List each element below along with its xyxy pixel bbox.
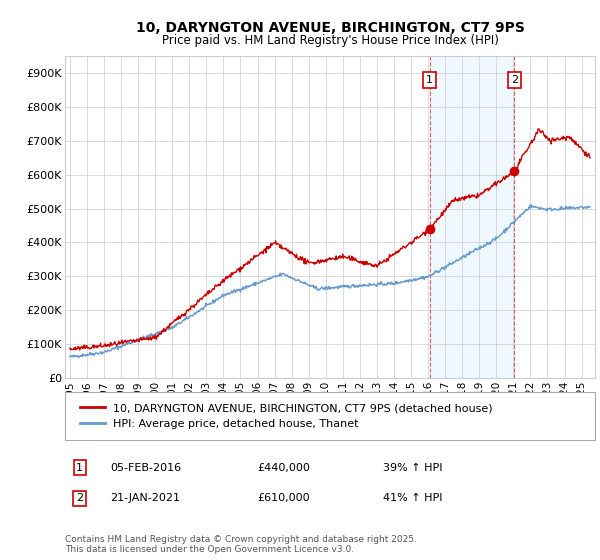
- Legend: 10, DARYNGTON AVENUE, BIRCHINGTON, CT7 9PS (detached house), HPI: Average price,: 10, DARYNGTON AVENUE, BIRCHINGTON, CT7 9…: [76, 399, 497, 433]
- Text: 1: 1: [426, 74, 433, 85]
- Text: 2: 2: [76, 493, 83, 503]
- Text: 05-FEB-2016: 05-FEB-2016: [110, 463, 181, 473]
- Text: Price paid vs. HM Land Registry's House Price Index (HPI): Price paid vs. HM Land Registry's House …: [161, 34, 499, 46]
- Text: Contains HM Land Registry data © Crown copyright and database right 2025.
This d: Contains HM Land Registry data © Crown c…: [65, 535, 416, 554]
- Text: 21-JAN-2021: 21-JAN-2021: [110, 493, 180, 503]
- Text: 10, DARYNGTON AVENUE, BIRCHINGTON, CT7 9PS: 10, DARYNGTON AVENUE, BIRCHINGTON, CT7 9…: [136, 21, 524, 35]
- Text: 2: 2: [511, 74, 518, 85]
- Text: £610,000: £610,000: [257, 493, 310, 503]
- Text: £440,000: £440,000: [257, 463, 310, 473]
- Text: 39% ↑ HPI: 39% ↑ HPI: [383, 463, 442, 473]
- Text: 41% ↑ HPI: 41% ↑ HPI: [383, 493, 442, 503]
- Text: 1: 1: [76, 463, 83, 473]
